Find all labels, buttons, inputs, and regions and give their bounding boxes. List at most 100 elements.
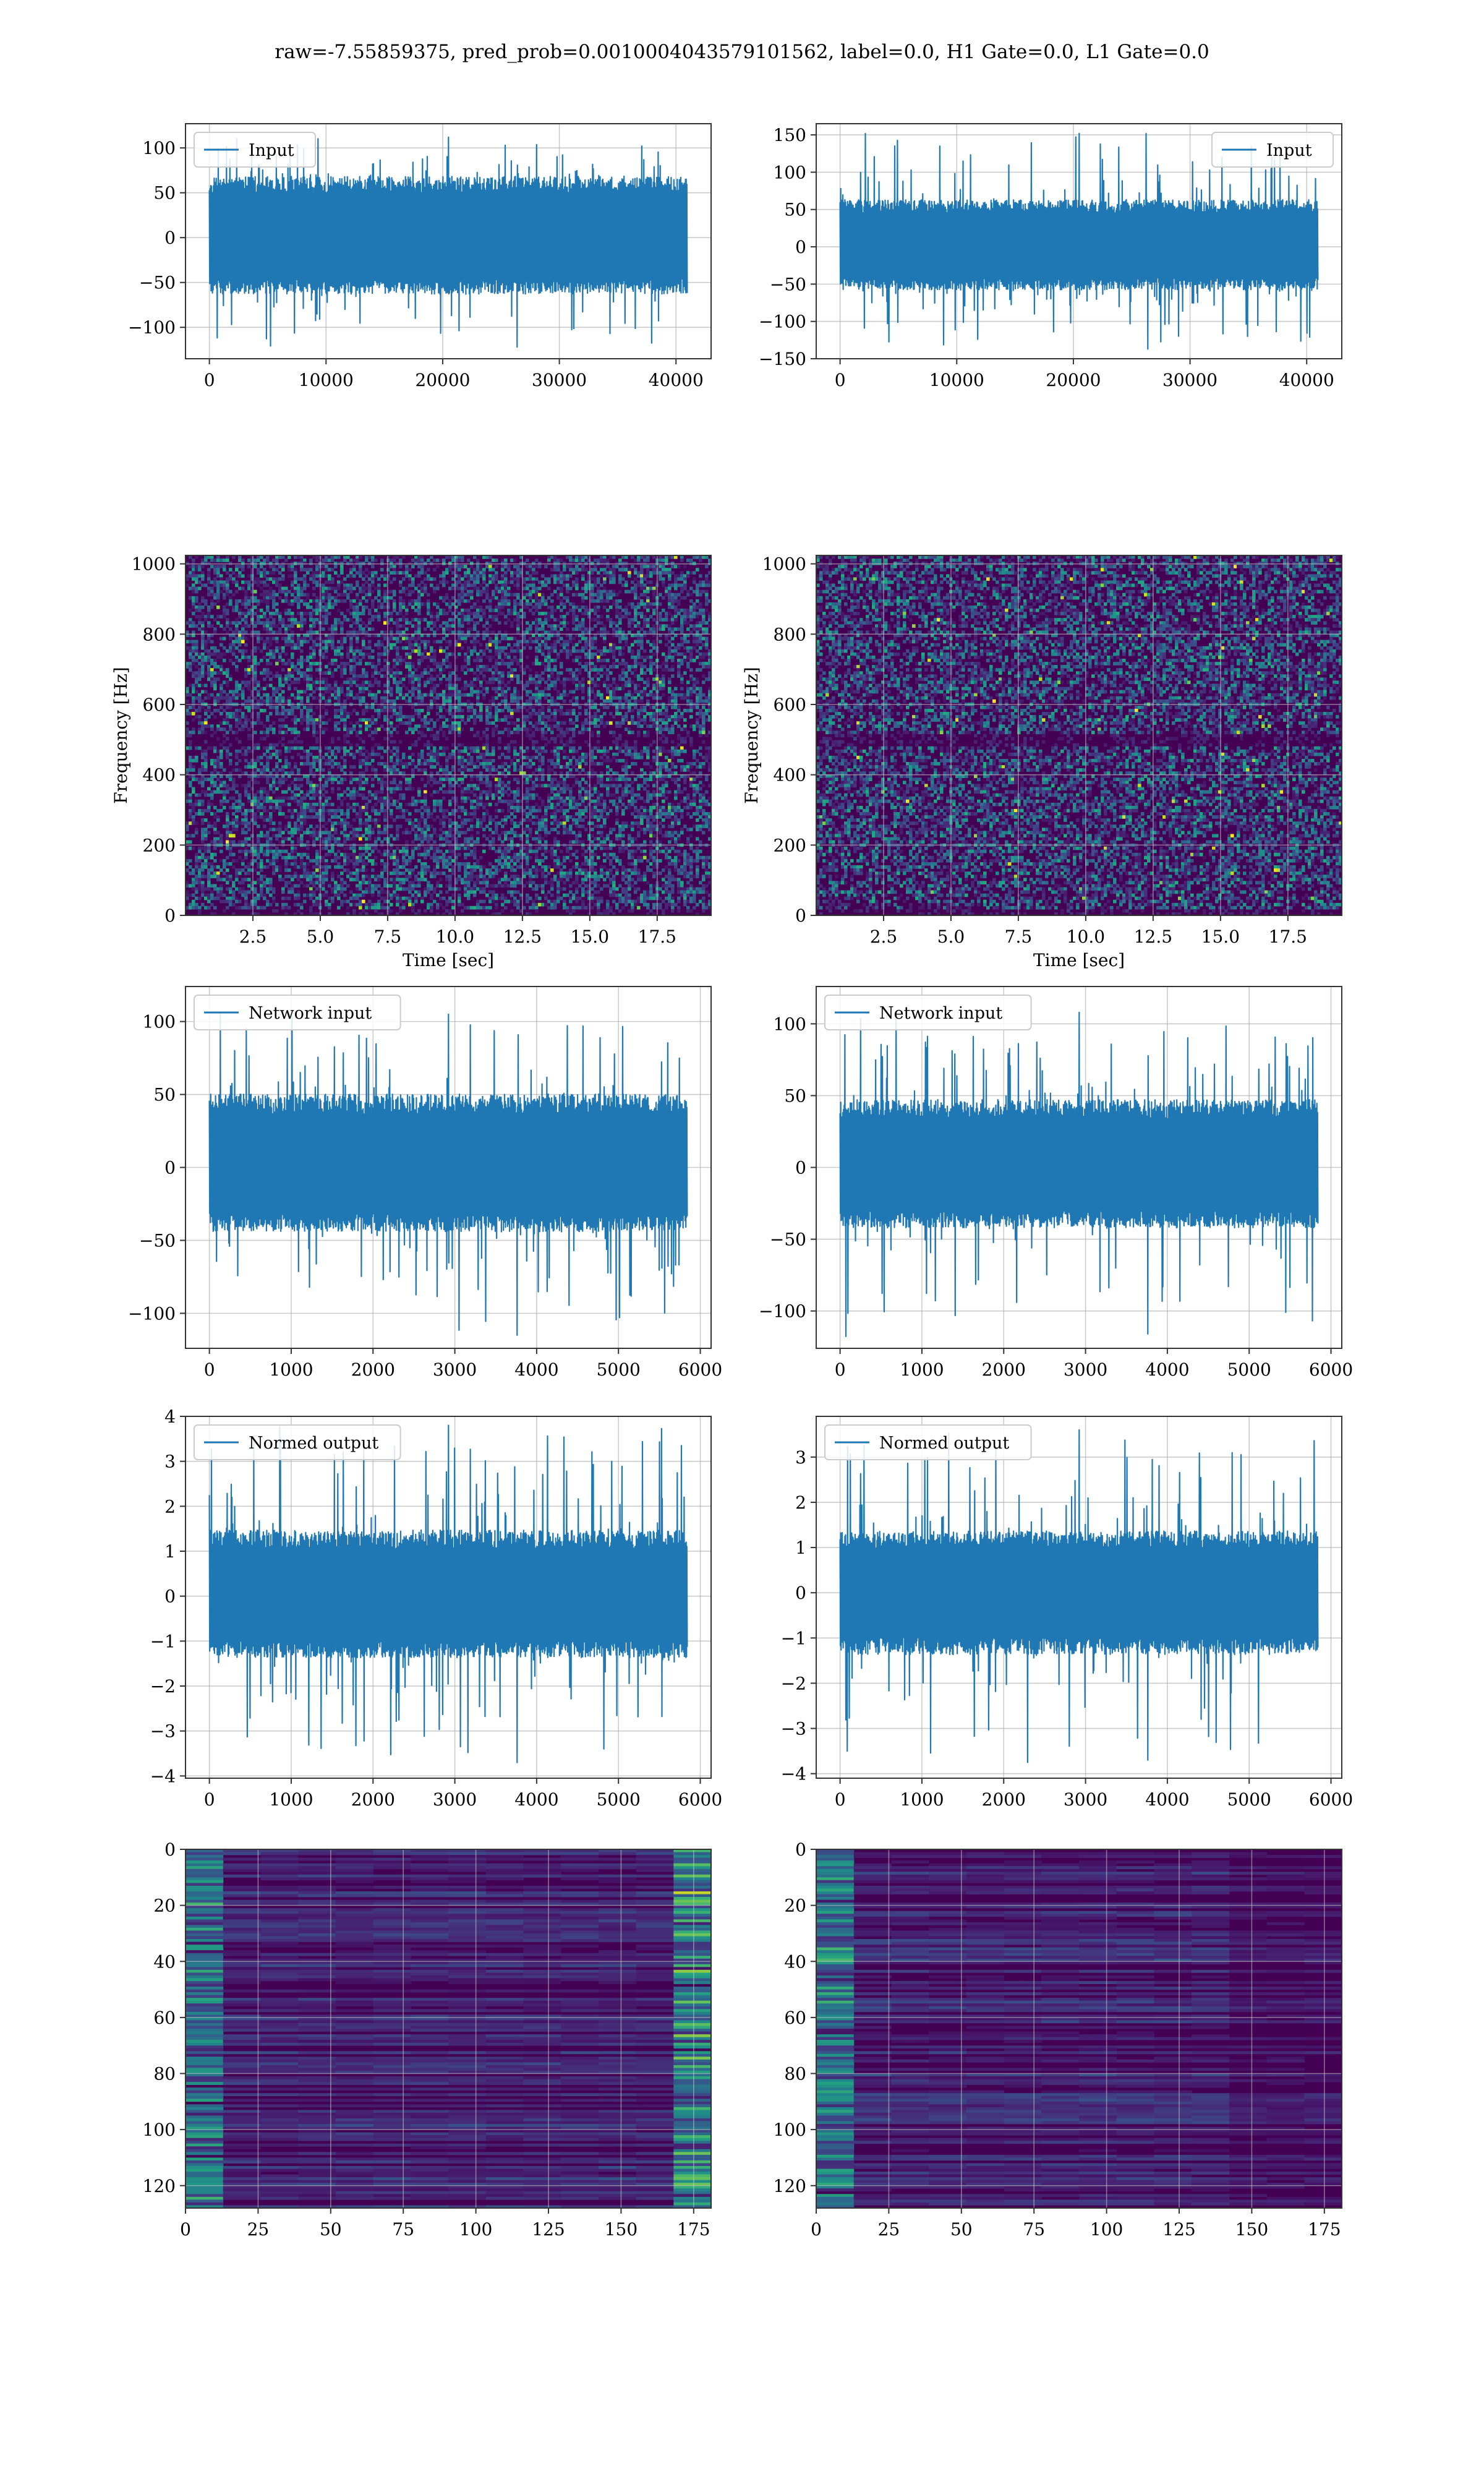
feature-map-l1-panel: 0 25 50 75 100 125 150 175 0 20 40 60 80 100 120 [774, 1839, 1342, 2240]
y-tick-label: 1000 [762, 554, 806, 575]
spectrogram-l1-panel: 2.5 5.0 7.5 10.0 12.5 15.0 17.5 0 200 400 600 800 10… [741, 554, 1342, 970]
y-tick-label: −50 [770, 274, 806, 294]
normed-output-l1-panel: Normed output 0 1000 2000 3000 4000 5000 6000 −4… [781, 1416, 1353, 1810]
y-tick-label: −50 [139, 273, 176, 293]
y-tick-label: −50 [139, 1230, 176, 1251]
y-tick-label: 0 [795, 1158, 806, 1178]
y-tick-label: 120 [143, 2176, 176, 2196]
y-tick-label: 0 [795, 237, 806, 257]
x-tick-label: 30000 [1162, 370, 1217, 390]
x-tick-label: 0 [204, 370, 215, 390]
y-tick-label: 50 [153, 183, 176, 203]
x-tick-label: 150 [605, 2219, 638, 2240]
x-tick-label: 0 [204, 1789, 215, 1810]
y-tick-label: 100 [774, 1014, 806, 1034]
legend: Network input [194, 995, 401, 1030]
x-tick-label: 15.0 [571, 927, 609, 947]
legend: Input [1211, 132, 1334, 168]
y-tick-label: 100 [774, 162, 806, 182]
x-tick-label: 20000 [1046, 370, 1101, 390]
x-tick-label: 4000 [1145, 1359, 1189, 1380]
y-tick-label: 80 [784, 2064, 806, 2084]
y-tick-label: −100 [128, 317, 176, 338]
x-tick-label: 6000 [678, 1789, 722, 1810]
x-tick-label: 3000 [1064, 1789, 1107, 1810]
x-tick-label: 17.5 [638, 927, 676, 947]
y-tick-label: −2 [150, 1676, 176, 1697]
y-tick-label: 4 [164, 1406, 176, 1427]
x-tick-label: 2000 [982, 1789, 1026, 1810]
legend: Input [194, 132, 316, 168]
tick-labels: 0 25 50 75 100 125 150 175 0 20 40 60 80 100 120 [143, 1839, 710, 2240]
y-tick-label: 100 [143, 138, 176, 158]
x-axis-label: Time [sec] [1033, 950, 1125, 970]
y-tick-label: 80 [153, 2064, 176, 2084]
y-tick-label: 50 [153, 1085, 176, 1105]
y-tick-label: 100 [143, 2120, 176, 2140]
x-tick-label: 6000 [678, 1359, 722, 1380]
y-tick-label: 2 [795, 1492, 806, 1513]
heatmap-cells [816, 555, 1342, 916]
axes-frame [185, 123, 712, 359]
x-tick-label: 20000 [415, 370, 470, 390]
x-tick-label: 175 [677, 2219, 710, 2240]
tick-labels: 2.5 5.0 7.5 10.0 12.5 15.0 17.5 0 200 400 600 800 10… [132, 554, 676, 947]
x-tick-label: 6000 [1309, 1359, 1353, 1380]
y-axis-label: Frequency [Hz] [741, 667, 762, 803]
x-tick-label: 25 [878, 2219, 900, 2240]
y-tick-label: 0 [164, 905, 176, 926]
y-tick-label: −1 [150, 1631, 176, 1651]
y-tick-label: −4 [150, 1766, 176, 1786]
tick-labels: 0 1000 2000 3000 4000 5000 6000 −4 −3 −2 −1 0 1 2 3 [781, 1447, 1353, 1810]
x-tick-label: 12.5 [503, 927, 542, 947]
legend-label: Network input [249, 1004, 372, 1023]
x-tick-label: 125 [532, 2219, 565, 2240]
x-tick-label: 50 [320, 2219, 342, 2240]
x-tick-label: 2000 [351, 1789, 395, 1810]
x-tick-label: 125 [1162, 2219, 1195, 2240]
heatmap-cells [186, 1849, 712, 2209]
x-tick-label: 0 [835, 370, 846, 390]
x-axis-label: Time [sec] [403, 950, 494, 970]
x-tick-label: 25 [247, 2219, 270, 2240]
tick-labels: 0 10000 20000 30000 40000 −100 −50 0 50 100 [128, 138, 704, 390]
y-tick-label: 400 [143, 765, 176, 785]
legend: Normed output [824, 1424, 1032, 1460]
x-tick-label: 40000 [1279, 370, 1334, 390]
x-tick-label: 5000 [1227, 1789, 1271, 1810]
legend: Network input [824, 995, 1032, 1030]
x-tick-label: 1000 [900, 1359, 944, 1380]
series-line-input [839, 132, 1319, 350]
y-tick-label: 120 [774, 2176, 806, 2196]
y-tick-label: 0 [164, 1586, 176, 1607]
x-tick-label: 4000 [1145, 1789, 1189, 1810]
x-tick-label: 0 [835, 1789, 846, 1810]
y-tick-label: 100 [774, 2120, 806, 2140]
x-tick-label: 2.5 [239, 927, 267, 947]
x-tick-label: 0 [835, 1359, 846, 1380]
x-tick-label: 10000 [299, 370, 354, 390]
legend-label: Normed output [879, 1434, 1009, 1453]
axes-frame [816, 1416, 1342, 1779]
x-tick-label: 5000 [1227, 1359, 1271, 1380]
grid-lines [816, 1849, 1342, 2208]
legend: Normed output [194, 1424, 401, 1460]
x-tick-label: 0 [180, 2219, 191, 2240]
tick-labels: 0 25 50 75 100 125 150 175 0 20 40 60 80 100 120 [774, 1839, 1341, 2240]
y-tick-label: 1 [164, 1541, 176, 1562]
x-tick-label: 10.0 [1067, 927, 1105, 947]
x-tick-label: 5000 [597, 1789, 641, 1810]
y-tick-label: 200 [774, 835, 806, 855]
y-tick-label: 200 [143, 835, 176, 855]
x-tick-label: 5000 [597, 1359, 641, 1380]
x-tick-label: 7.5 [374, 927, 402, 947]
y-tick-label: −2 [781, 1673, 806, 1693]
spectrogram-h1-panel: 2.5 5.0 7.5 10.0 12.5 15.0 17.5 0 200 400 600 800 10… [111, 554, 712, 970]
x-tick-label: 17.5 [1269, 927, 1307, 947]
y-tick-label: 100 [143, 1012, 176, 1032]
y-tick-label: 400 [774, 765, 806, 785]
y-tick-label: 3 [795, 1447, 806, 1468]
x-tick-label: 3000 [433, 1789, 477, 1810]
